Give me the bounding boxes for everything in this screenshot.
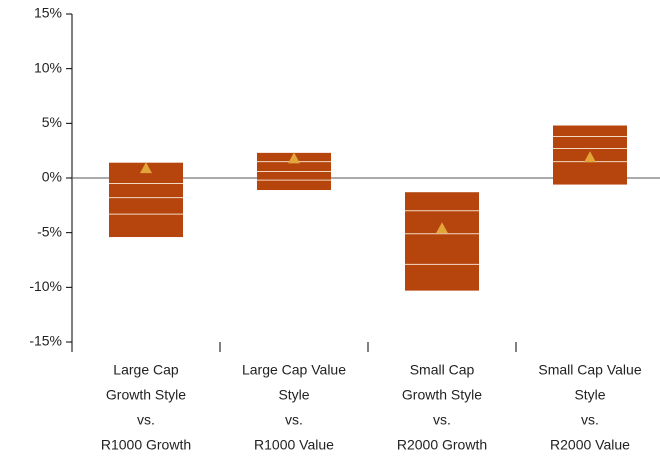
x-tick-label: Style (574, 387, 605, 403)
bar (405, 192, 479, 291)
x-tick-label: Large Cap Value (242, 362, 346, 378)
x-tick-label: Large Cap (113, 362, 179, 378)
marker (436, 222, 448, 234)
y-tick-label: -5% (37, 223, 62, 239)
x-tick-label: Small Cap Value (538, 362, 641, 378)
y-tick-label: -10% (29, 278, 62, 294)
x-tick-label: Growth Style (106, 387, 186, 403)
bar (109, 162, 183, 238)
x-tick-label: Style (278, 387, 309, 403)
y-tick-label: 10% (34, 59, 62, 75)
x-tick-label: vs. (433, 412, 451, 428)
marker (584, 151, 596, 163)
marker (140, 162, 152, 174)
x-tick-label: vs. (137, 412, 155, 428)
x-tick-label: Small Cap (410, 362, 475, 378)
y-tick-label: 5% (42, 114, 62, 130)
marker (288, 152, 300, 164)
x-tick-label: Growth Style (402, 387, 482, 403)
y-tick-label: 15% (34, 5, 62, 21)
x-tick-label: R2000 Growth (397, 437, 487, 453)
y-tick-label: 0% (42, 169, 62, 185)
x-tick-label: R1000 Growth (101, 437, 191, 453)
x-tick-label: R2000 Value (550, 437, 630, 453)
y-tick-label: -15% (29, 333, 62, 349)
x-tick-label: vs. (285, 412, 303, 428)
x-tick-label: R1000 Value (254, 437, 334, 453)
x-tick-label: vs. (581, 412, 599, 428)
